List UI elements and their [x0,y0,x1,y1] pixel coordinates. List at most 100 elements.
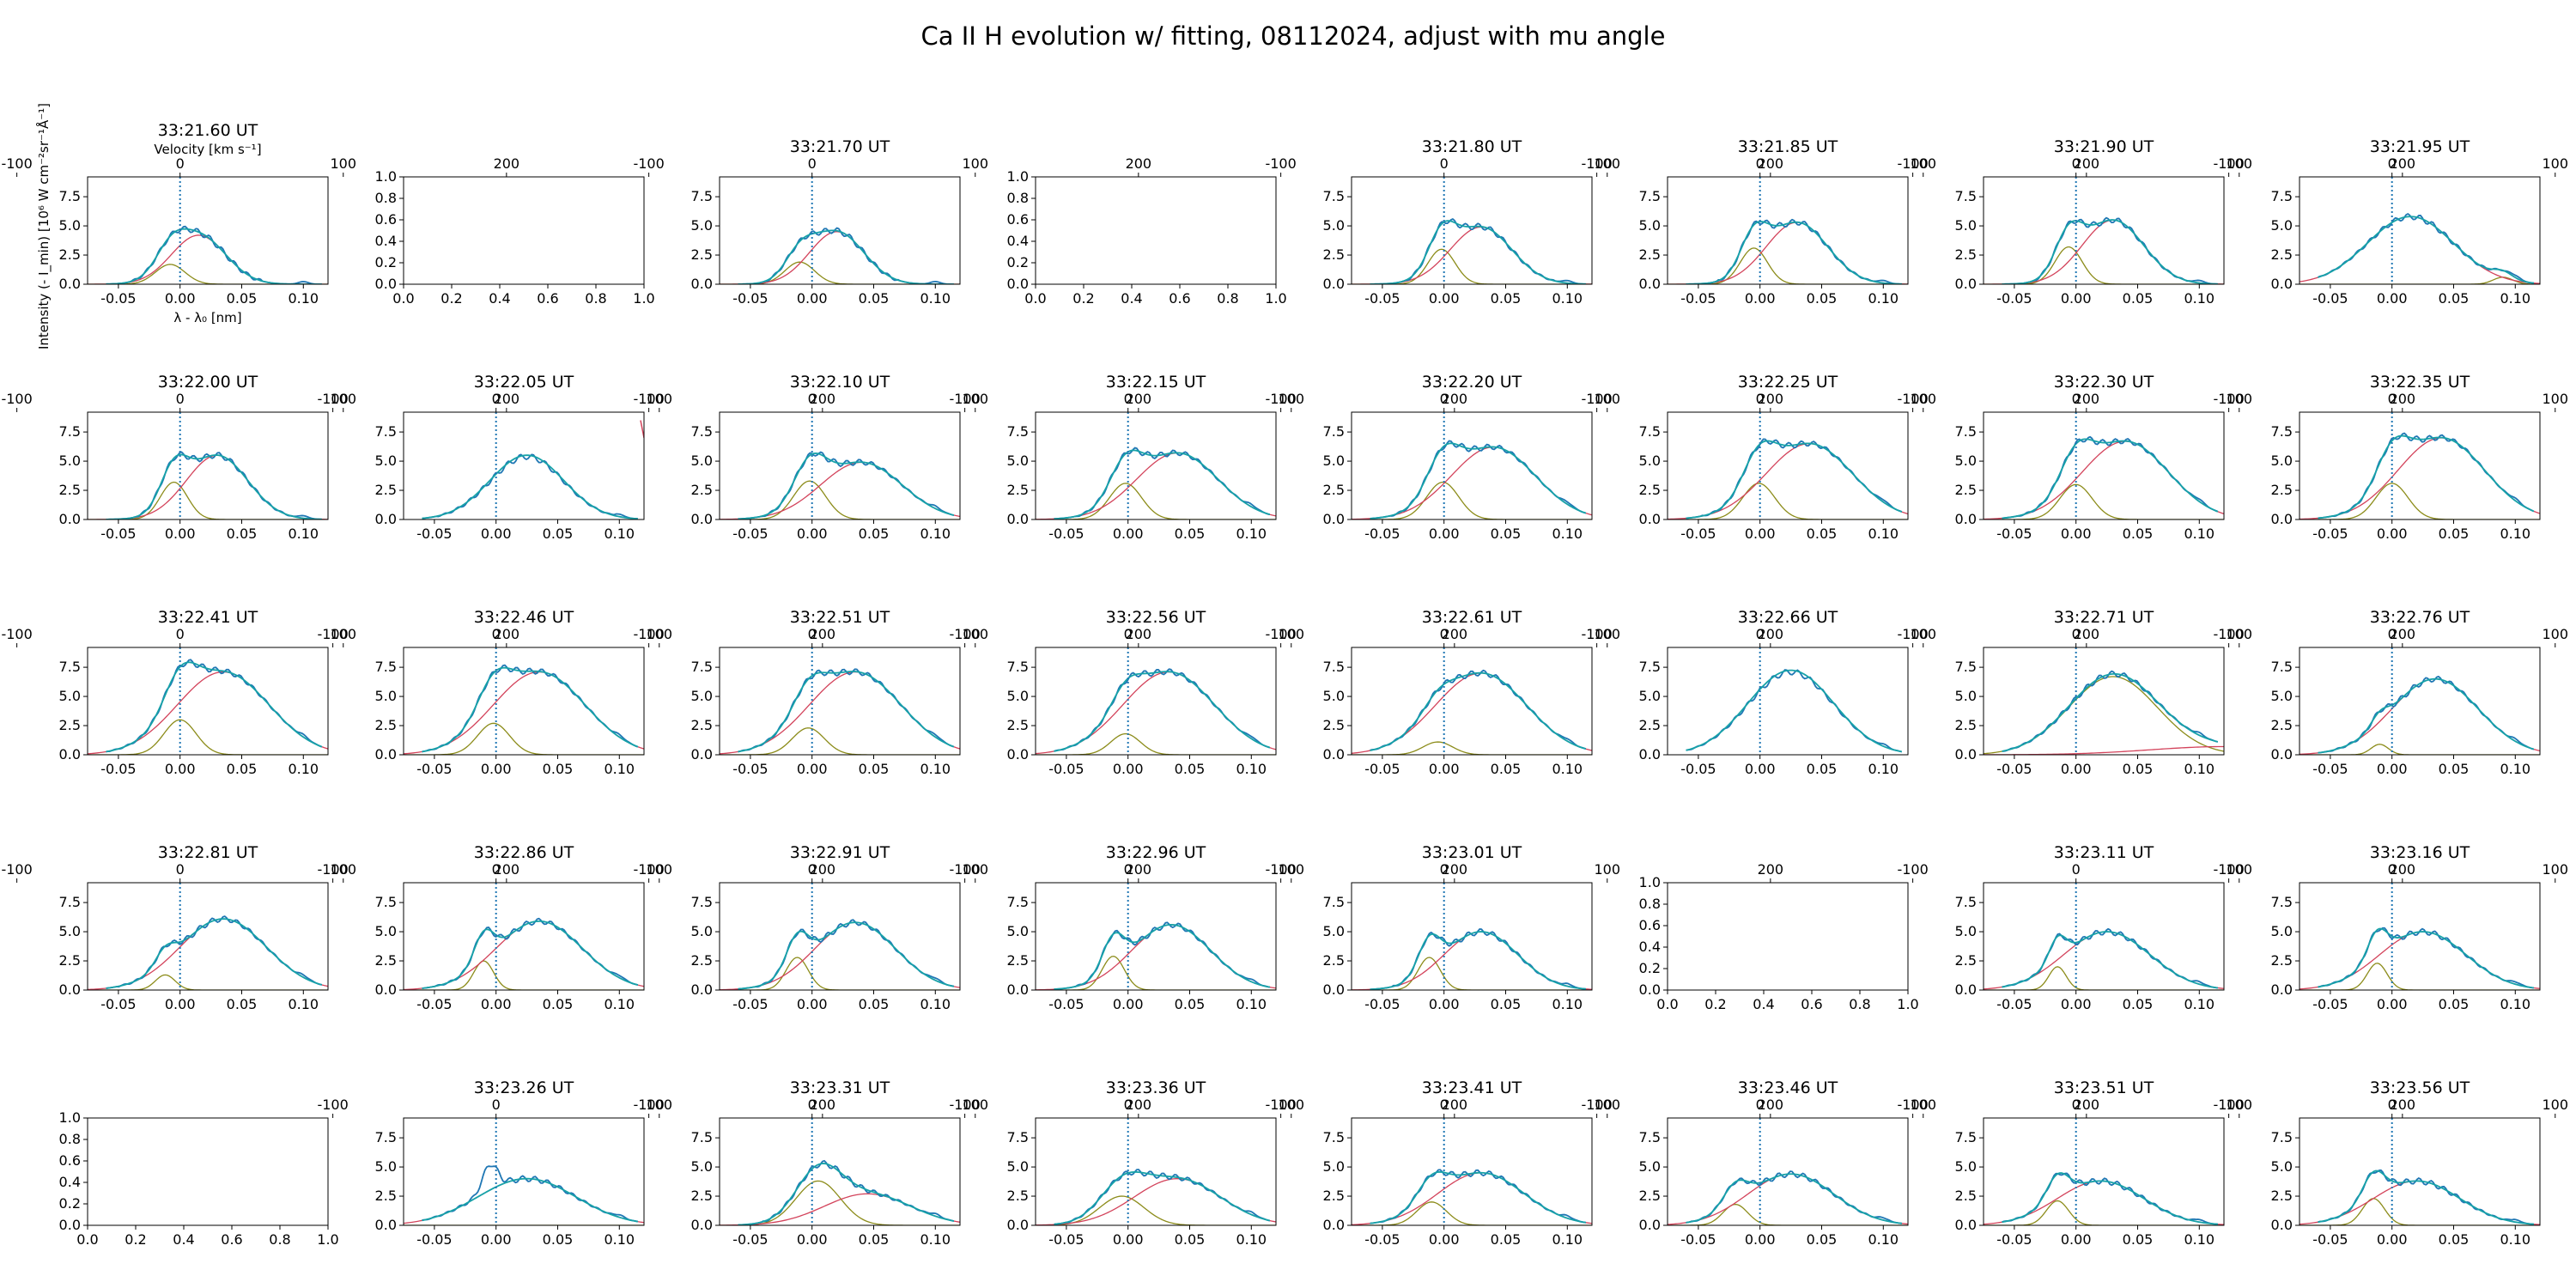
y-tick-label: 2.5 [375,482,397,498]
x-tick-label: 0.05 [859,526,890,542]
plot-area [2300,412,2540,519]
plot-area [2300,647,2540,755]
y-tick-label: 2.5 [1639,717,1661,733]
velocity-tick-label: 100 [962,861,988,878]
x-tick-label: 0.10 [288,526,319,542]
y-tick-label: 2.5 [1007,1188,1029,1204]
y-tick-label: 7.5 [1323,1129,1345,1145]
velocity-tick-label: 100 [2226,861,2252,878]
y-tick-label: 0.8 [1639,896,1661,912]
x-tick-label: 0.10 [920,290,951,307]
x-tick-label: 0.10 [604,996,635,1012]
panel-title: 33:22.91 UT [790,843,890,862]
y-tick-label: 5.0 [1323,453,1345,469]
y-tick-label: 0.8 [1007,190,1029,206]
axes-frame [1667,1117,1909,1226]
plot-area [1352,1118,1592,1225]
x-tick-label: -0.05 [2312,290,2348,307]
y-tick-label: 7.5 [1639,423,1661,440]
panel-title: 33:21.95 UT [2370,137,2470,156]
x-tick-label: 0.10 [1552,761,1583,777]
x-tick-label: 0.10 [2500,996,2530,1012]
x-tick-label: 0.05 [227,761,258,777]
fit-component-1-line [2300,276,2540,284]
x-tick-label: 0.05 [1491,761,1522,777]
velocity-tick-label: 200 [1126,1097,1152,1113]
x-tick-label: 0.05 [1175,996,1206,1012]
x-tick-label: 0.10 [288,290,319,307]
fit-component-1-line [1352,1201,1592,1225]
velocity-tick-label: 200 [2074,391,2100,407]
axes-background [88,647,328,755]
total-fit-line [738,452,955,519]
y-tick-label: 2.5 [1955,246,1977,263]
x-tick-label: 0.05 [1491,290,1522,307]
axes-background [1352,883,1592,990]
velocity-tick-label: 100 [1278,391,1304,407]
velocity-tick-label: 100 [646,391,672,407]
y-tick-label: 2.5 [1955,482,1977,498]
x-tick-label: 0.10 [2500,290,2530,307]
x-tick-label: -0.05 [1680,761,1716,777]
x-tick-label: 1.0 [1897,996,1918,1012]
x-tick-label: -0.05 [1048,996,1084,1012]
y-tick-label: 0.6 [375,211,397,228]
axes-background [404,883,644,990]
axes-frame [719,176,961,285]
axes-background [1668,647,1908,755]
x-tick-label: 0.00 [2061,761,2092,777]
axes-background [404,1118,644,1225]
velocity-tick-label: 200 [1442,1097,1468,1113]
velocity-tick-label: 0 [2072,1097,2081,1113]
y-tick-label: 5.0 [2271,688,2293,704]
x-tick-label: 0.10 [2184,761,2215,777]
total-fit-line [738,921,955,990]
velocity-tick-label: 0 [2388,861,2397,878]
velocity-tick-label: 200 [1758,155,1784,172]
y-tick-label: 2.5 [2271,246,2293,263]
axes-frame [1351,647,1593,756]
x-tick-label: 0.4 [489,290,510,307]
total-fit-line [1686,669,1902,753]
velocity-tick-label: 0 [1756,626,1765,642]
axes-frame [1983,176,2225,285]
y-tick-label: 5.0 [59,453,81,469]
y-tick-label: 0.0 [1007,511,1029,527]
panel-title: 33:23.31 UT [790,1078,890,1097]
velocity-tick-label: 200 [1126,155,1152,172]
plot-area [720,177,960,284]
x-tick-label: 0.05 [1807,761,1838,777]
x-tick-label: 0.10 [2500,761,2530,777]
subplot-panel: 0.00.0 0.2 0.2 0.4 0.4 0.6 0.6 0.8 0.8 1.0 1.0 [375,168,655,307]
velocity-tick-label: 100 [962,1097,988,1113]
x-tick-label: 0.05 [543,1231,574,1248]
y-tick-label: 7.5 [691,894,713,910]
y-tick-label: 2.5 [691,717,713,733]
velocity-tick-label: 200 [810,861,836,878]
velocity-tick-label: -100 [1,861,32,878]
y-tick-label: 7.5 [59,659,81,675]
y-tick-label: 5.0 [1955,453,1977,469]
velocity-tick-label: -100 [1581,1097,1612,1113]
velocity-tick-label: 200 [2390,391,2416,407]
velocity-tick-label: 0 [808,391,817,407]
x-tick-label: 0.00 [165,290,196,307]
velocity-tick-label: 0 [808,626,817,642]
x-tick-label: 0.05 [2123,1231,2154,1248]
velocity-tick-label: 100 [1594,626,1620,642]
x-tick-label: 0.00 [165,996,196,1012]
x-tick-label: -0.05 [100,996,136,1012]
panel-title: 33:23.56 UT [2370,1078,2470,1097]
velocity-tick-label: 100 [1278,861,1304,878]
x-tick-label: -0.05 [732,290,768,307]
y-tick-label: 2.5 [691,952,713,969]
y-tick-label: 5.0 [1639,217,1661,234]
y-tick-label: 7.5 [1007,659,1029,675]
velocity-tick-label: 100 [1278,1097,1304,1113]
x-tick-label: -0.05 [1996,761,2032,777]
panel-title: 33:21.90 UT [2054,137,2154,156]
